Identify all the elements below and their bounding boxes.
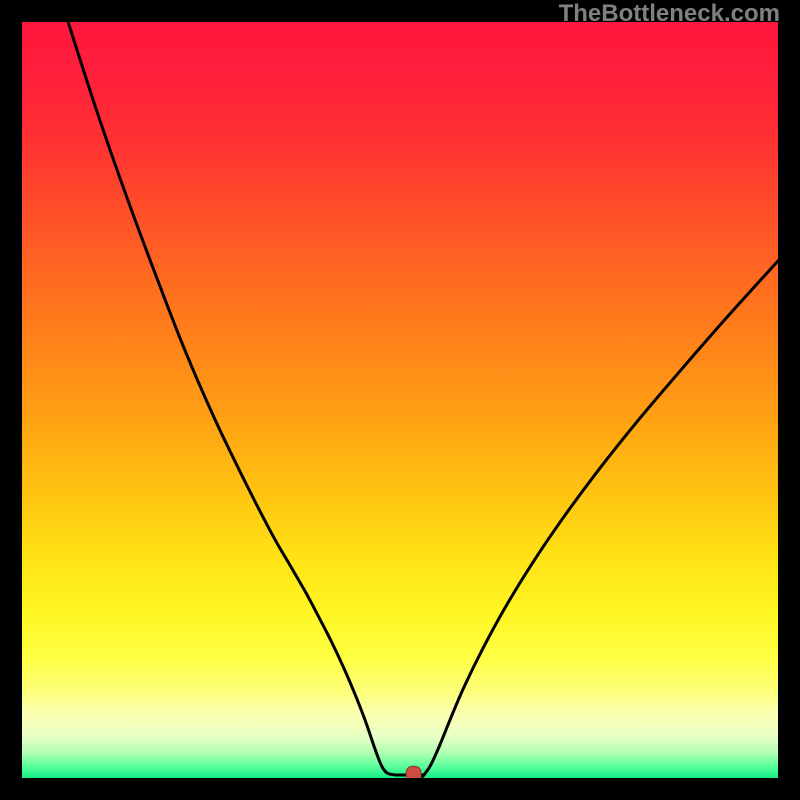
watermark-text: TheBottleneck.com	[559, 0, 780, 28]
figure-frame: TheBottleneck.com	[0, 0, 800, 800]
plot-background	[22, 22, 778, 778]
optimum-marker	[406, 766, 421, 785]
chart-svg	[0, 0, 800, 800]
